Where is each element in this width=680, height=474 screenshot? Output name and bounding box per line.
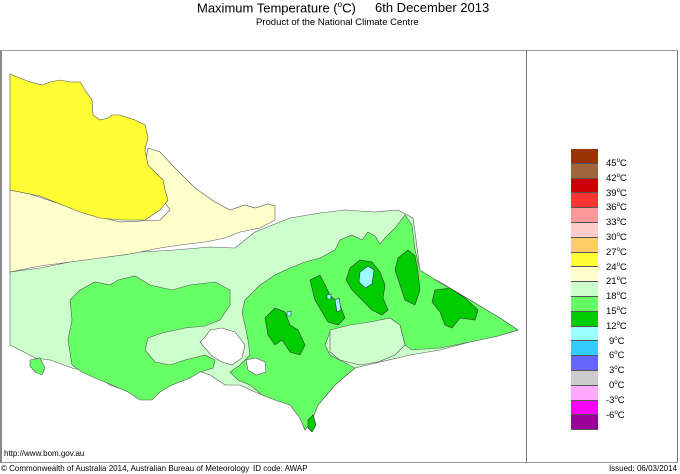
zone-15-18-e (431, 287, 479, 329)
zone-27-30 (9, 73, 169, 221)
zone-24-27 (9, 147, 276, 273)
legend-label: 15oC (606, 306, 627, 318)
issued-date: Issued: 06/03/2014 (608, 464, 677, 473)
legend-swatch (571, 223, 598, 238)
legend-divider (526, 50, 527, 463)
title-date: 6th December 2013 (375, 0, 490, 15)
zone-15-18-f (307, 414, 317, 433)
zone-15-18-a (264, 307, 306, 356)
legend-swatch (571, 311, 598, 327)
map-title: Maximum Temperature (oC) 6th December 20… (0, 0, 680, 16)
title-text: Maximum Temperature (oC) (197, 0, 356, 16)
legend-swatch (571, 208, 598, 223)
legend-label: 33oC (606, 217, 627, 229)
legend-label: -6oC (606, 409, 625, 421)
legend-label: 30oC (606, 232, 627, 244)
legend-label: 42oC (606, 172, 627, 184)
legend-swatch (571, 252, 598, 268)
legend-swatch (571, 356, 598, 371)
legend-label: 21oC (606, 276, 627, 288)
zone-12-15-d (286, 310, 292, 317)
footer: © Commonwealth of Australia 2014, Austra… (0, 464, 680, 474)
legend-label: 6oC (609, 350, 625, 362)
zone-21-24-pocket (329, 317, 406, 366)
legend-label: 9oC (609, 335, 625, 347)
id-code: ID code: AWAP (253, 464, 308, 473)
legend-label: 27oC (606, 246, 627, 258)
copyright-text: © Commonwealth of Australia 2014, Austra… (1, 464, 250, 473)
western-port (245, 357, 267, 376)
legend-swatch (571, 415, 598, 431)
legend-swatch (571, 193, 598, 209)
legend-swatch (571, 297, 598, 312)
legend-swatch (571, 163, 598, 179)
legend-label: 3oC (609, 365, 625, 377)
legend-swatch (571, 400, 598, 416)
legend-label: 0oC (609, 380, 625, 392)
zone-12-15-a (358, 265, 375, 289)
zone-15-18-b (309, 274, 346, 326)
subtitle: Product of the National Climate Centre (256, 17, 419, 28)
legend-swatch (571, 267, 598, 283)
legend-label: -3oC (606, 394, 625, 406)
legend-swatch (571, 341, 598, 357)
legend-label: 45oC (606, 158, 627, 170)
legend-swatch (571, 178, 598, 194)
legend-swatch (571, 326, 598, 342)
port-phillip-bay (199, 327, 246, 366)
zone-12-15-c (326, 293, 332, 300)
legend-swatch (571, 237, 598, 253)
frame-left-border (0, 50, 2, 463)
zone-15-18-d (394, 249, 421, 306)
legend-label: 24oC (606, 261, 627, 273)
legend-swatch (571, 282, 598, 297)
legend-swatch (571, 371, 598, 386)
legend-swatch (571, 149, 598, 164)
zone-18-21-southwest (29, 357, 46, 376)
temperature-map (9, 73, 519, 433)
zone-15-18-c (345, 259, 389, 316)
bom-url-link[interactable]: http://www.bom.gov.au (4, 449, 85, 458)
legend-swatch (571, 385, 598, 401)
map-frame (0, 50, 678, 463)
zone-12-15-b (334, 297, 342, 313)
legend-label: 39oC (606, 187, 627, 199)
zone-18-21-east (229, 214, 519, 431)
zone-18-21-west (67, 275, 231, 401)
legend-label: 36oC (606, 202, 627, 214)
legend-label: 18oC (606, 291, 627, 303)
legend-label: 12oC (606, 320, 627, 332)
